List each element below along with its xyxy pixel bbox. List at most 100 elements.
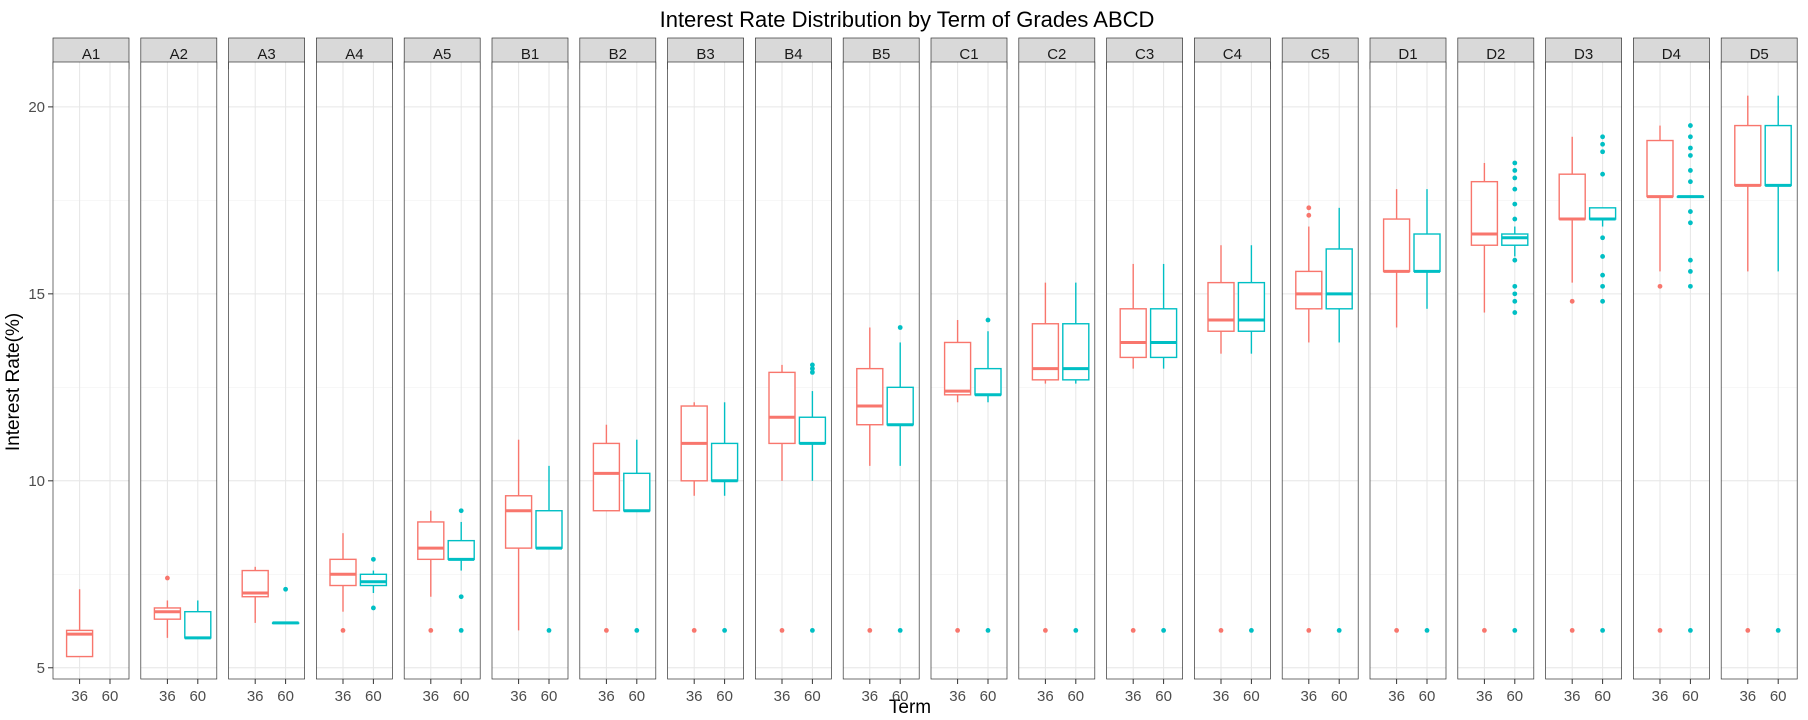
x-tick-label: 36 [159, 688, 176, 705]
x-tick-label: 36 [1300, 688, 1317, 705]
outlier-point [691, 627, 697, 633]
facet-panel-c2: C2 36 60 [1018, 37, 1096, 705]
boxplot-d3-36 [1558, 136, 1586, 633]
outlier-point [1249, 627, 1254, 633]
boxplot-c2-36 [1031, 282, 1060, 633]
outlier-point [1600, 149, 1605, 155]
boxplot-b5-60 [886, 325, 914, 633]
x-tick-label: 36 [1125, 688, 1142, 705]
facet-strip-label: C5 [1311, 46, 1330, 63]
boxplot-c3-36 [1119, 263, 1147, 633]
facet-strip-label: D5 [1750, 46, 1769, 63]
box-iqr [1295, 270, 1323, 310]
outlier-point [1512, 298, 1518, 304]
boxplot-d5-60 [1764, 95, 1792, 633]
facet-strip-label: A1 [82, 46, 100, 63]
panel-border [1720, 61, 1798, 680]
outlier-point [546, 627, 552, 633]
boxplot-a2-60 [184, 600, 212, 640]
box-iqr [1734, 124, 1762, 187]
x-tick-label: 36 [510, 688, 527, 705]
facet-strip-label: C2 [1047, 46, 1066, 63]
boxplot-b2-60 [623, 439, 651, 633]
boxplot-a5-60 [447, 508, 475, 633]
box-iqr [592, 442, 621, 512]
panel-background [140, 62, 217, 679]
boxplot-a3-36 [241, 566, 269, 623]
x-tick-label: 36 [71, 688, 88, 705]
x-tick-label: 60 [453, 688, 470, 705]
outlier-point [1688, 134, 1693, 140]
panel-border [930, 61, 1008, 680]
outlier-point [1306, 212, 1312, 218]
outlier-point [1688, 257, 1693, 263]
boxplot-a4-60 [359, 556, 388, 611]
box-iqr [623, 472, 651, 512]
outlier-point [458, 508, 464, 514]
outlier-point [1775, 627, 1781, 633]
outlier-point [1512, 186, 1518, 192]
boxplot-d1-36 [1382, 189, 1411, 633]
box-iqr [768, 371, 796, 445]
x-tick-label: 60 [365, 688, 382, 705]
outlier-point [1688, 627, 1693, 633]
outlier-point [1745, 627, 1751, 633]
facet-panel-c1: C1 36 60 [930, 37, 1008, 705]
facet-strip-label: C3 [1135, 46, 1154, 63]
outlier-point [897, 627, 903, 633]
facet-panel-b2: B2 36 60 [579, 37, 657, 705]
outlier-point [1688, 179, 1693, 185]
outlier-point [1424, 627, 1430, 633]
facet-strip-label: D3 [1574, 46, 1593, 63]
panel-background [667, 62, 744, 679]
box-iqr [447, 539, 475, 561]
box-iqr [184, 610, 212, 639]
facet-panel-b4: B4 36 60 [755, 37, 832, 705]
outlier-point [1306, 627, 1312, 633]
panel-border [1194, 61, 1271, 680]
facet-panel-b3: B3 36 60 [667, 37, 744, 705]
boxplot-d3-60 [1588, 134, 1617, 633]
outlier-point [1600, 272, 1605, 278]
facet-strip-label: B4 [784, 46, 802, 63]
facet-strip-label: C1 [959, 46, 978, 63]
panel-background [579, 62, 656, 679]
outlier-point [1688, 283, 1693, 289]
box-iqr [1382, 218, 1411, 273]
outlier-point [1657, 627, 1663, 633]
boxplot-d5-36 [1734, 95, 1762, 633]
box-iqr [886, 386, 914, 426]
outlier-point [1688, 123, 1693, 128]
outlier-point [810, 366, 815, 372]
outlier-point [810, 362, 815, 368]
facet-strip-label: D1 [1398, 46, 1417, 63]
outlier-point [1688, 168, 1693, 173]
outlier-point [1512, 257, 1518, 263]
outlier-point [1512, 216, 1518, 222]
boxplot-c5-60 [1325, 207, 1353, 633]
panel-background [1545, 62, 1622, 679]
panel-background [1457, 62, 1534, 679]
outlier-point [604, 627, 609, 633]
panel-border [667, 61, 744, 680]
outlier-point [810, 627, 815, 633]
box-iqr [1413, 233, 1441, 273]
panel-border [491, 61, 569, 680]
outlier-point [1130, 627, 1136, 633]
outlier-point [1600, 235, 1605, 241]
panel-border [1457, 61, 1535, 680]
boxplot-b2-36 [592, 424, 621, 633]
panel-background [1194, 62, 1271, 679]
boxplot-b4-36 [768, 364, 796, 633]
x-tick-label: 36 [1388, 688, 1405, 705]
y-tick-label: 20 [28, 99, 45, 116]
boxplot-b4-60 [798, 362, 827, 633]
boxplot-d4-36 [1646, 125, 1674, 633]
outlier-point [897, 325, 903, 330]
facet-panel-d3: D3 36 60 [1545, 37, 1622, 705]
x-tick-label: 60 [541, 688, 558, 705]
boxplot-c2-60 [1062, 282, 1090, 633]
outlier-point [1688, 269, 1693, 274]
facet-panel-c4: C4 36 60 [1194, 37, 1271, 705]
panel-background [316, 62, 393, 679]
